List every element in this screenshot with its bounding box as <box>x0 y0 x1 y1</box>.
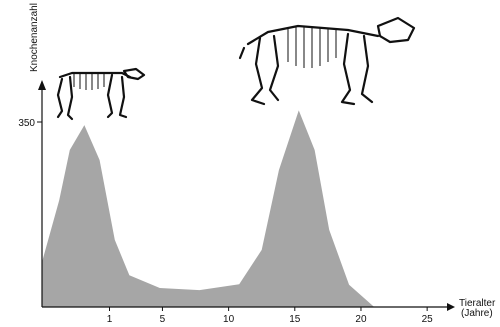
x-tick-label: 25 <box>422 314 434 325</box>
skeleton-large <box>240 18 414 104</box>
y-tick-label: 350 <box>18 118 35 129</box>
x-axis-arrow <box>447 303 455 311</box>
chart: Knochenanzahl Tieralter (Jahre) 35015101… <box>0 0 500 327</box>
y-axis-arrow <box>38 80 46 90</box>
area <box>42 110 374 307</box>
x-tick-label: 15 <box>289 314 301 325</box>
x-axis-label: (Jahre) <box>461 308 493 319</box>
y-axis-label: Knochenanzahl <box>29 3 40 72</box>
plot-area <box>42 110 374 307</box>
x-tick-label: 5 <box>160 314 166 325</box>
x-tick-label: 10 <box>223 314 235 325</box>
x-tick-label: 20 <box>355 314 367 325</box>
skeleton-small <box>58 69 144 119</box>
x-tick-label: 1 <box>107 314 113 325</box>
